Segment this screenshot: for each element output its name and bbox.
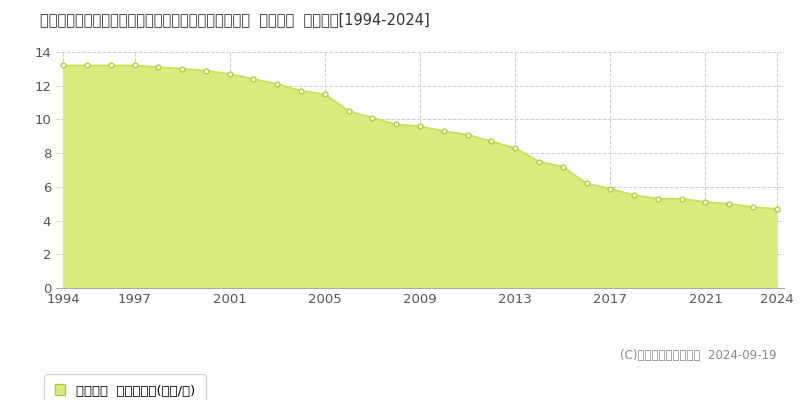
Text: (C)土地価格ドットコム  2024-09-19: (C)土地価格ドットコム 2024-09-19 xyxy=(619,349,776,362)
Text: 和歌山県東牟婁郡太地町大字森浦字汐入５５１番３９  公示地価  地価推移[1994-2024]: 和歌山県東牟婁郡太地町大字森浦字汐入５５１番３９ 公示地価 地価推移[1994-… xyxy=(40,12,430,27)
Legend: 公示地価  平均坪単価(万円/坪): 公示地価 平均坪単価(万円/坪) xyxy=(48,378,202,400)
